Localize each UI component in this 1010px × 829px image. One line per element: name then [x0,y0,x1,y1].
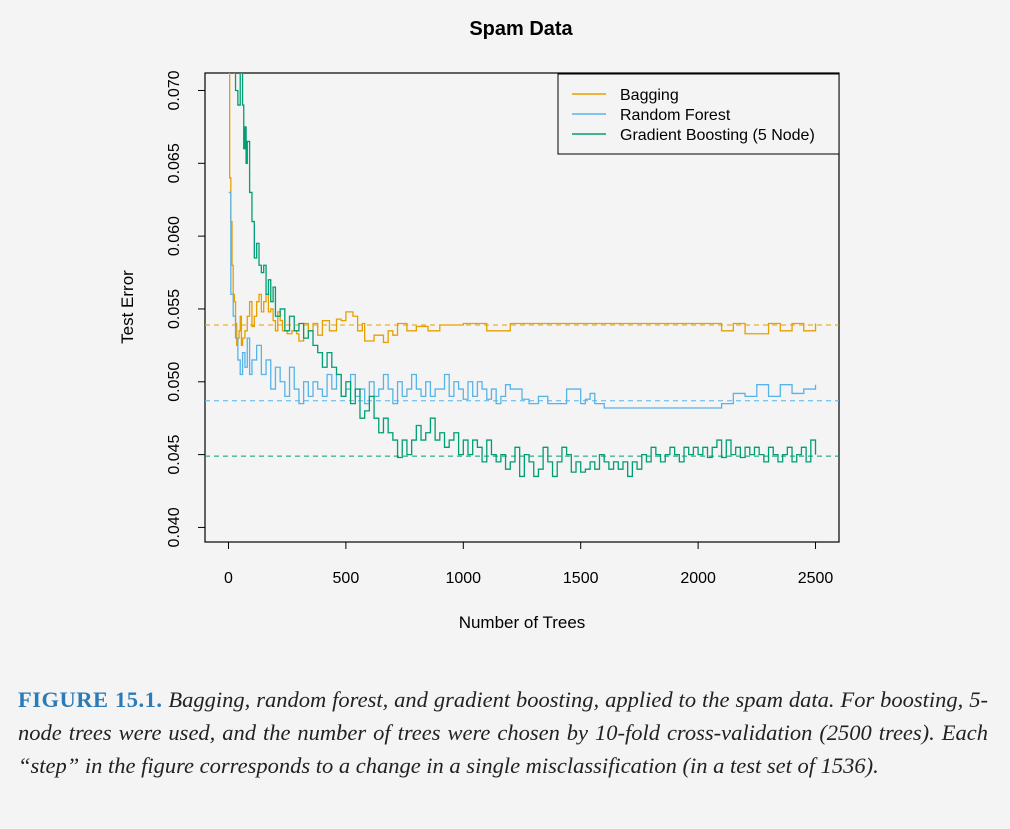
legend-label: Random Forest [620,107,731,124]
y-tick-label: 0.045 [166,434,183,474]
x-tick-label: 2500 [798,570,834,587]
legend-label: Gradient Boosting (5 Node) [620,127,815,144]
x-axis-label: Number of Trees [459,613,586,632]
y-tick-label: 0.040 [166,507,183,547]
legend-label: Bagging [620,87,679,104]
y-tick-label: 0.070 [166,70,183,110]
chart-title: Spam Data [469,18,573,40]
series-line [233,73,817,478]
x-axis: 0 500 1000 1500 2000 2500 [224,542,833,587]
chart: Spam Data 0 500 1000 1500 2000 2500 0.0400.04… [118,18,840,632]
y-tick-label: 0.065 [166,143,183,183]
y-tick-label: 0.055 [166,289,183,329]
y-tick-label: 0.060 [166,216,183,256]
x-tick-label: 1000 [445,570,481,587]
x-tick-label: 500 [333,570,360,587]
series-lines [228,73,817,478]
figure-label: FIGURE 15.1. [18,687,163,712]
y-tick-label: 0.050 [166,362,183,402]
y-axis: 0.040 0.045 0.050 0.055 0.060 0.065 0.070 [166,70,205,547]
figure-caption: FIGURE 15.1. Bagging, random forest, and… [18,683,988,782]
figure-caption-text: Bagging, random forest, and gradient boo… [18,687,988,778]
x-tick-label: 0 [224,570,233,587]
y-axis-label: Test Error [118,270,137,344]
reference-lines [205,324,839,457]
x-tick-label: 2000 [680,570,716,587]
legend: Bagging Random Forest Gradient Boosting (5… [557,73,840,155]
plot-frame [204,72,840,543]
x-tick-label: 1500 [563,570,599,587]
series-line [228,191,817,409]
